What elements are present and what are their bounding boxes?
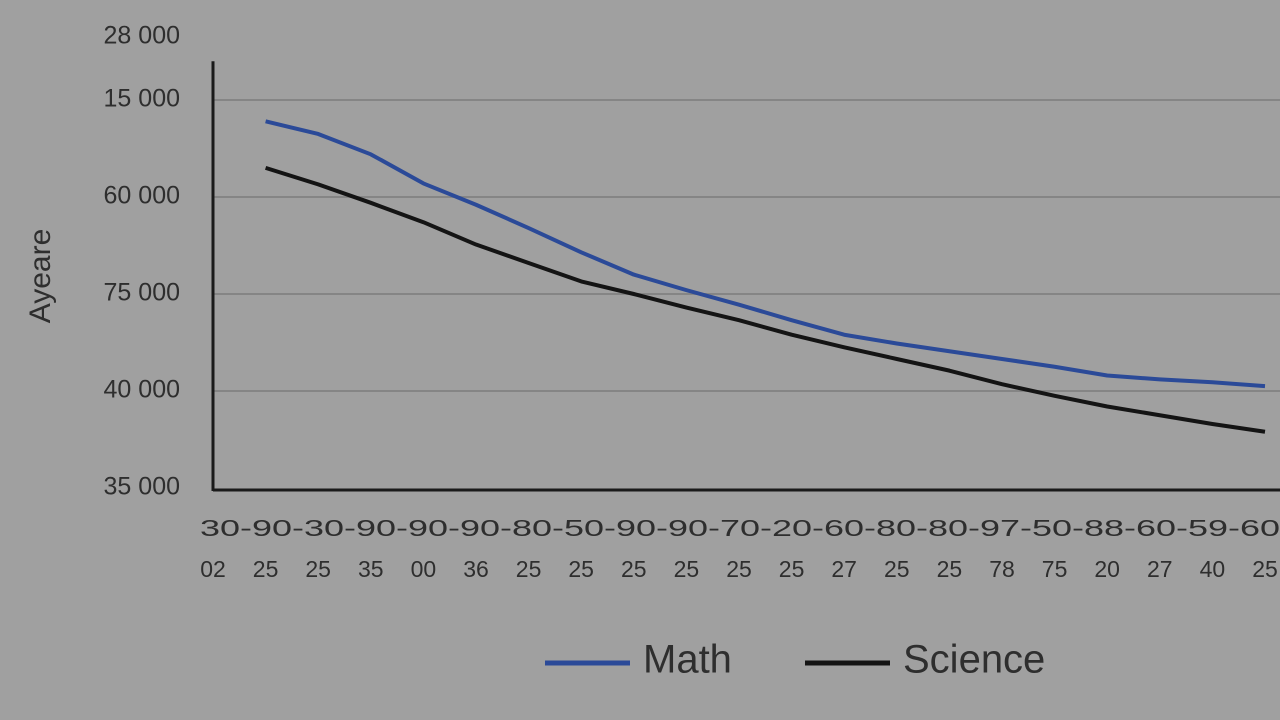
y-axis-label: Ayeare — [24, 229, 57, 324]
x-tick-label: 02 — [200, 556, 226, 582]
x-tick-label: 78 — [989, 556, 1015, 582]
y-tick-label: 40 000 — [104, 376, 180, 404]
x-tick-label: 25 — [516, 556, 542, 582]
x-tick-label: 40 — [1200, 556, 1226, 582]
x-tick-label: 75 — [1042, 556, 1068, 582]
x-tick-label: 25 — [674, 556, 700, 582]
x-tick-label: 25 — [305, 556, 331, 582]
line-series — [265, 119, 1266, 389]
x-tick-label: 27 — [1147, 556, 1173, 582]
x-tick-label: 25 — [568, 556, 594, 582]
legend-label: Science — [903, 638, 1045, 682]
x-tick-label: 35 — [358, 556, 384, 582]
x-tick-label: 25 — [1252, 556, 1278, 582]
x-tick-label: 25 — [726, 556, 752, 582]
x-tick-label: 36 — [463, 556, 489, 582]
y-tick-label: 28 000 — [104, 22, 180, 50]
legend-label: Math — [643, 638, 732, 682]
x-tick-label: 25 — [253, 556, 279, 582]
y-tick-label: 60 000 — [104, 182, 180, 210]
y-tick-label: 15 000 — [104, 85, 180, 113]
x-tick-label: 00 — [411, 556, 437, 582]
x-tick-label: 25 — [884, 556, 910, 582]
x-axis-top-row: 30-90-30-90-90-90-80-50-90-90-70-20-60-8… — [200, 515, 1280, 541]
y-tick-label: 75 000 — [104, 279, 180, 307]
line-series — [265, 165, 1266, 434]
x-tick-label: 25 — [621, 556, 647, 582]
x-tick-label: 20 — [1094, 556, 1120, 582]
y-tick-label: 35 000 — [104, 473, 180, 501]
x-tick-label: 25 — [937, 556, 963, 582]
x-tick-label: 25 — [779, 556, 805, 582]
x-tick-label: 27 — [831, 556, 857, 582]
